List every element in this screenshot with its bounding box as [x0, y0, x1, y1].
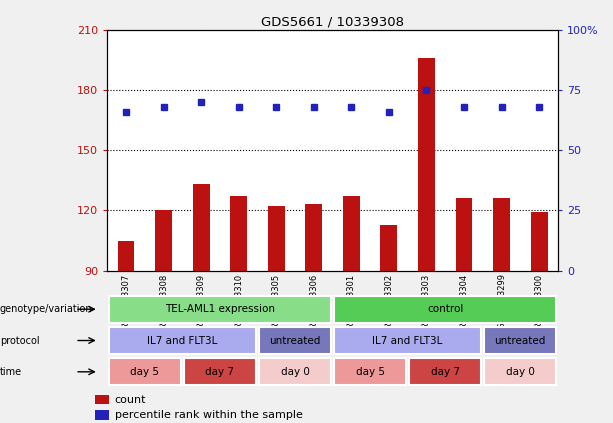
- Bar: [493, 198, 510, 271]
- Bar: [109, 327, 256, 354]
- Text: day 5: day 5: [356, 367, 384, 377]
- Bar: [268, 206, 284, 271]
- Bar: [118, 241, 134, 271]
- Bar: [334, 327, 481, 354]
- Bar: [484, 327, 557, 354]
- Text: day 5: day 5: [131, 367, 159, 377]
- Text: time: time: [0, 367, 22, 377]
- Bar: [230, 196, 247, 271]
- Bar: [95, 410, 109, 420]
- Bar: [381, 225, 397, 271]
- Bar: [259, 358, 331, 385]
- Bar: [184, 358, 256, 385]
- Text: percentile rank within the sample: percentile rank within the sample: [115, 410, 302, 420]
- Bar: [418, 58, 435, 271]
- Text: untreated: untreated: [495, 335, 546, 346]
- Text: TEL-AML1 expression: TEL-AML1 expression: [165, 304, 275, 314]
- Text: control: control: [427, 304, 463, 314]
- Text: day 0: day 0: [281, 367, 310, 377]
- Text: day 7: day 7: [205, 367, 234, 377]
- Bar: [484, 358, 557, 385]
- Bar: [259, 327, 331, 354]
- Text: protocol: protocol: [0, 335, 40, 346]
- Title: GDS5661 / 10339308: GDS5661 / 10339308: [261, 16, 404, 28]
- Bar: [109, 296, 331, 323]
- Bar: [455, 198, 473, 271]
- Text: genotype/variation: genotype/variation: [0, 304, 93, 314]
- Text: IL7 and FLT3L: IL7 and FLT3L: [373, 335, 443, 346]
- Bar: [409, 358, 481, 385]
- Text: day 0: day 0: [506, 367, 535, 377]
- Bar: [95, 395, 109, 404]
- Bar: [334, 358, 406, 385]
- Bar: [305, 204, 322, 271]
- Bar: [343, 196, 360, 271]
- Bar: [334, 296, 557, 323]
- Text: untreated: untreated: [269, 335, 321, 346]
- Bar: [155, 211, 172, 271]
- Text: count: count: [115, 395, 146, 405]
- Text: IL7 and FLT3L: IL7 and FLT3L: [147, 335, 218, 346]
- Bar: [192, 184, 210, 271]
- Text: day 7: day 7: [431, 367, 460, 377]
- Bar: [109, 358, 181, 385]
- Bar: [531, 212, 547, 271]
